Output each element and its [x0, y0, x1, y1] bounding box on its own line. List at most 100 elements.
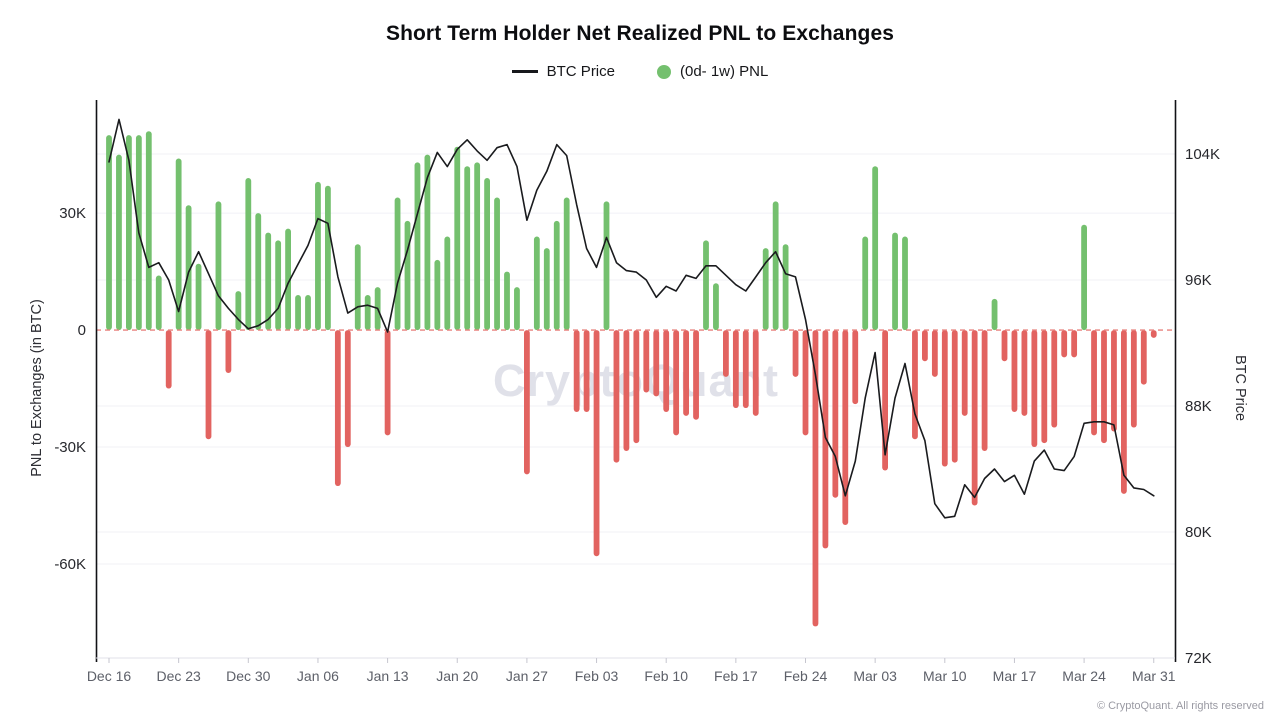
x-tick-label: Jan 27 — [506, 668, 548, 684]
pnl-bar — [414, 162, 421, 331]
right-axis-tick-label: 104K — [1185, 146, 1220, 163]
pnl-bar — [872, 166, 879, 331]
pnl-bar — [613, 330, 620, 463]
pnl-bar — [404, 220, 411, 331]
pnl-bar — [1001, 330, 1008, 362]
x-tick-label: Mar 24 — [1062, 668, 1106, 684]
pnl-bar — [902, 236, 908, 331]
pnl-bar — [364, 294, 371, 331]
pnl-bar — [673, 330, 680, 436]
pnl-bar — [1150, 330, 1157, 338]
pnl-bar — [981, 330, 988, 451]
x-tick-label: Mar 03 — [853, 668, 897, 684]
x-tick-label: Feb 10 — [644, 668, 688, 684]
pnl-bar — [892, 232, 898, 331]
pnl-bar — [603, 201, 610, 331]
pnl-bar — [305, 294, 311, 331]
pnl-bar — [1121, 330, 1127, 494]
pnl-bar — [593, 330, 600, 557]
pnl-bar — [862, 236, 869, 331]
x-tick-label: Dec 30 — [226, 668, 271, 684]
pnl-bar — [145, 131, 152, 331]
pnl-bar — [1041, 330, 1048, 444]
pnl-bar — [464, 166, 471, 331]
right-axis-tick-label: 96K — [1185, 272, 1212, 289]
x-tick-label: Feb 17 — [714, 668, 758, 684]
x-tick-label: Mar 31 — [1132, 668, 1176, 684]
pnl-bar — [255, 213, 262, 331]
pnl-bar — [971, 330, 978, 506]
pnl-bar — [225, 330, 232, 373]
x-tick-label: Mar 10 — [923, 668, 967, 684]
pnl-bar — [991, 298, 998, 331]
legend-item-pnl[interactable]: (0d- 1w) PNL — [656, 63, 769, 80]
pnl-bar — [1081, 224, 1087, 331]
pnl-bar — [643, 330, 650, 393]
legend-label-btc-price: BTC Price — [546, 63, 615, 80]
pnl-bar — [1031, 330, 1038, 448]
pnl-bar — [494, 197, 500, 331]
pnl-bar — [663, 330, 670, 412]
x-tick-label: Dec 16 — [87, 668, 132, 684]
pnl-bar — [1111, 330, 1117, 432]
legend-label-pnl: (0d- 1w) PNL — [679, 63, 769, 80]
legend-item-btc-price[interactable]: BTC Price — [511, 63, 615, 80]
pnl-bar — [1071, 330, 1078, 358]
pnl-bar — [772, 201, 779, 331]
pnl-bar — [235, 291, 242, 331]
pnl-bar — [106, 135, 112, 331]
x-tick-label: Feb 03 — [575, 668, 619, 684]
chart-legend: BTC Price (0d- 1w) PNL — [0, 63, 1280, 80]
pnl-bar — [583, 330, 590, 412]
pnl-bar — [1140, 330, 1147, 385]
pnl-bar — [762, 248, 769, 331]
pnl-bar — [344, 330, 351, 448]
pnl-bar — [653, 330, 660, 397]
pnl-bar — [832, 330, 839, 498]
copyright-note: © CryptoQuant. All rights reserved — [1096, 700, 1264, 712]
pnl-bar — [543, 248, 550, 331]
pnl-bar — [245, 177, 252, 331]
x-tick-label: Feb 24 — [784, 668, 828, 684]
pnl-bar — [912, 330, 918, 440]
pnl-bar — [185, 205, 192, 331]
pnl-bar — [752, 330, 759, 416]
pnl-bar — [484, 177, 490, 331]
pnl-bar — [1130, 330, 1137, 428]
pnl-bar — [951, 330, 958, 463]
pnl-bar — [782, 244, 789, 331]
pnl-bar — [633, 330, 640, 444]
pnl-bar — [126, 135, 132, 331]
pnl-bar — [742, 330, 749, 409]
right-axis-tick-label: 72K — [1185, 650, 1212, 667]
x-tick-label: Jan 06 — [297, 668, 339, 684]
pnl-bar — [354, 244, 361, 331]
left-axis-tick-label: -30K — [54, 439, 86, 456]
btc-price-line — [108, 118, 1155, 519]
left-axis-tick-label: 0 — [78, 322, 86, 339]
right-axis-tick-label: 80K — [1185, 524, 1212, 541]
pnl-bar — [394, 197, 401, 331]
pnl-bar — [504, 271, 510, 331]
pnl-bar — [703, 240, 709, 331]
pnl-bar — [514, 287, 520, 331]
pnl-bar — [315, 181, 321, 331]
pnl-bar — [205, 330, 212, 440]
left-axis-tick-label: -60K — [54, 556, 86, 573]
chart-title: Short Term Holder Net Realized PNL to Ex… — [385, 22, 895, 45]
pnl-bar — [424, 154, 431, 331]
pnl-bar — [822, 330, 829, 549]
pnl-bar — [732, 330, 739, 409]
pnl-bar — [155, 275, 162, 331]
pnl-bar — [812, 330, 819, 627]
pnl-bar — [434, 259, 441, 331]
pnl-bar — [713, 283, 719, 331]
pnl-bar — [325, 185, 331, 331]
pnl-bar — [1091, 330, 1097, 436]
pnl-bar — [265, 232, 272, 331]
pnl-bar — [922, 330, 928, 362]
pnl-bar — [524, 330, 530, 475]
pnl-bar — [444, 236, 451, 331]
pnl-bar — [1051, 330, 1058, 428]
